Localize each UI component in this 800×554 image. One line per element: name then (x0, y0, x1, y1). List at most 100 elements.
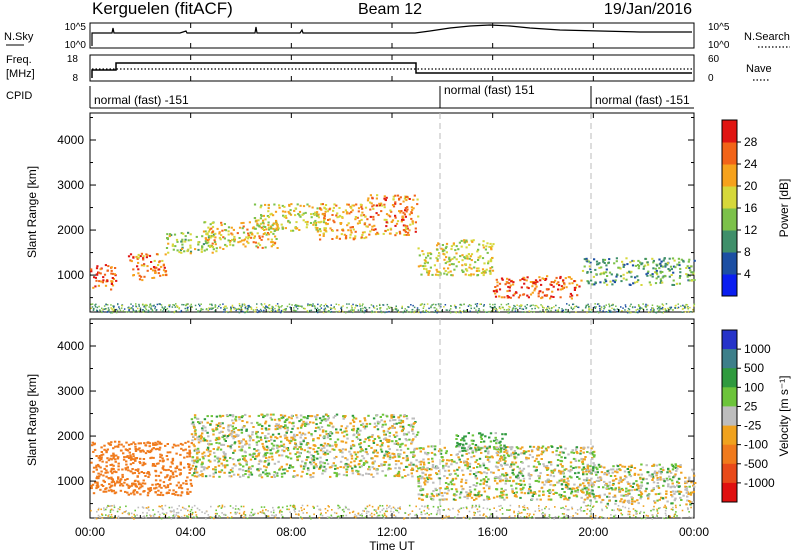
power-cell (376, 231, 379, 234)
velocity-cell (361, 474, 364, 477)
power-cell (541, 305, 544, 307)
velocity-cell (448, 459, 451, 462)
velocity-cell (298, 455, 301, 458)
beam-label: Beam 12 (358, 1, 422, 18)
velocity-cell (356, 451, 360, 454)
power-cell (229, 243, 232, 246)
power-cell (123, 308, 126, 310)
velocity-cell (110, 468, 113, 471)
velocity-cell (310, 415, 314, 418)
velocity-cell (230, 433, 233, 436)
velocity-cell (631, 498, 634, 501)
power-cell (254, 309, 257, 311)
power-cell (218, 231, 221, 234)
power-cell (404, 308, 406, 310)
velocity-cell (453, 469, 456, 472)
power-cell (402, 229, 405, 231)
velocity-cell (598, 479, 601, 482)
power-data-layer (90, 194, 696, 314)
velocity-cell (420, 468, 423, 471)
power-region (581, 257, 696, 286)
power-cell (447, 271, 450, 274)
velocity-cell (281, 414, 284, 417)
power-cell (618, 309, 620, 311)
power-cell (338, 215, 341, 218)
velocity-cell (285, 431, 288, 434)
velocity-cell (111, 479, 115, 482)
power-cell (324, 309, 327, 311)
power-cell (623, 263, 626, 266)
velocity-cell (527, 489, 531, 492)
power-cell (493, 308, 495, 311)
power-cell (475, 270, 478, 272)
velocity-cell (314, 426, 318, 429)
power-cell (628, 283, 631, 286)
velocity-cell (265, 428, 268, 431)
velocity-cell (329, 421, 332, 424)
velocity-cell (435, 467, 438, 470)
velocity-cell (446, 459, 449, 462)
velocity-cell (386, 440, 389, 443)
power-cell (142, 255, 145, 258)
velocity-cell (312, 460, 315, 462)
power-cell (470, 273, 473, 276)
velocity-cell (138, 447, 141, 450)
power-cell (285, 308, 287, 310)
power-cell (644, 264, 647, 267)
velocity-cell (671, 482, 674, 485)
velocity-cell (265, 472, 269, 475)
velocity-cell (210, 415, 213, 418)
power-cell (467, 253, 470, 256)
power-cell (681, 308, 684, 310)
velocity-cell (193, 445, 196, 448)
velocity-cell (312, 448, 315, 451)
velocity-cell (530, 450, 534, 453)
power-cell (631, 264, 635, 267)
power-cell (604, 278, 607, 281)
power-cell (659, 307, 661, 309)
power-cell (241, 310, 244, 313)
power-cell (389, 209, 392, 212)
velocity-cell (527, 492, 530, 495)
power-cell (658, 309, 661, 311)
power-cell (315, 212, 318, 215)
power-cell (119, 309, 122, 312)
power-cell (547, 305, 549, 308)
power-cell (509, 296, 512, 299)
power-cell (227, 230, 230, 233)
velocity-cell (401, 442, 404, 445)
velocity-cell (324, 453, 327, 456)
velocity-cell (624, 490, 628, 493)
velocity-cell (445, 450, 448, 453)
power-cell (267, 203, 270, 206)
velocity-cell (112, 453, 115, 456)
velocity-cell (292, 422, 295, 425)
velocity-cell (241, 446, 244, 449)
velocity-cell (459, 461, 463, 463)
velocity-cell (668, 478, 672, 481)
velocity-cell (335, 472, 338, 475)
power-cell (452, 243, 455, 246)
velocity-cell (220, 462, 223, 465)
velocity-cell (248, 415, 251, 418)
power-colorbar-swatch (722, 252, 737, 275)
velocity-cell (147, 441, 150, 444)
velocity-cell (203, 466, 207, 469)
velocity-cell (378, 436, 381, 439)
velocity-cell (121, 476, 124, 478)
velocity-cell (555, 492, 558, 494)
velocity-cell (126, 478, 129, 480)
velocity-cell (424, 473, 427, 476)
velocity-cell (502, 490, 505, 493)
velocity-cell (152, 447, 155, 449)
velocity-cell (405, 415, 408, 417)
velocity-cell (545, 481, 548, 484)
power-cell (104, 264, 107, 267)
velocity-cell (332, 462, 335, 465)
velocity-cell (299, 436, 302, 439)
power-cell (102, 310, 104, 313)
velocity-cell (313, 450, 317, 453)
power-cell (605, 304, 607, 306)
power-cell (321, 203, 324, 206)
velocity-cell (348, 450, 351, 453)
